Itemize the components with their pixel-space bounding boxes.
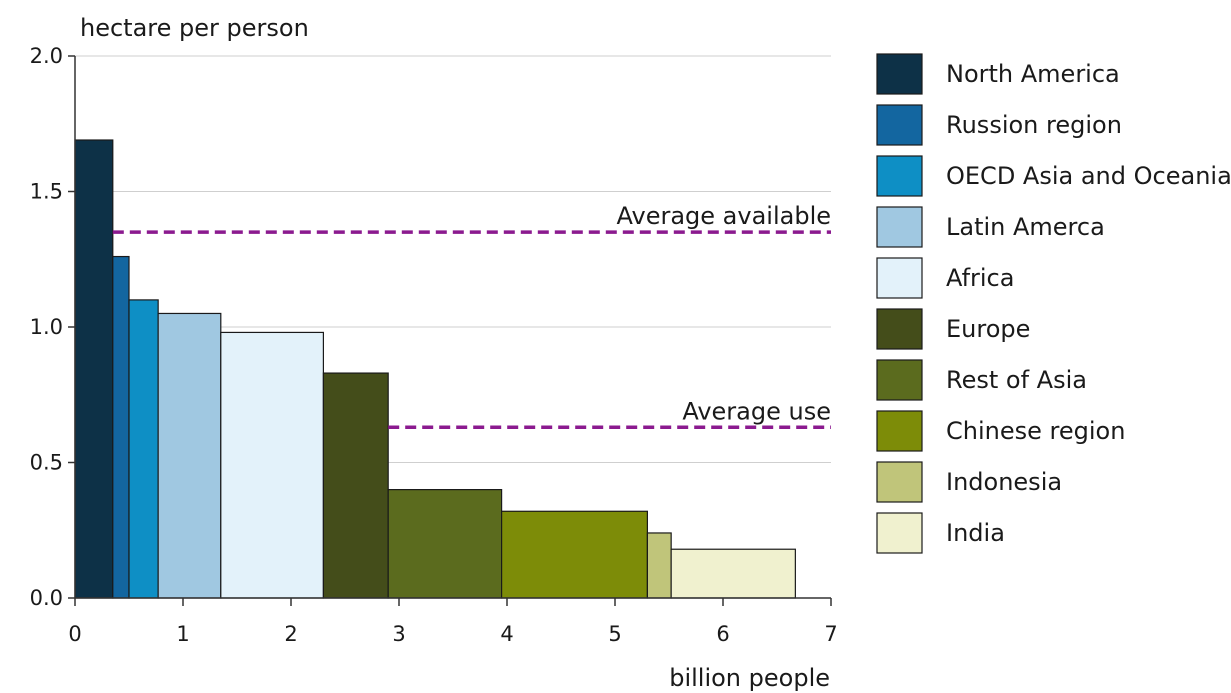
reference-line-label: Average use (682, 397, 831, 425)
legend-swatch (876, 461, 923, 503)
legend-label: Latin Amerca (946, 213, 1105, 241)
bar (501, 510, 649, 599)
legend-label: Europe (946, 315, 1030, 343)
bar (670, 548, 796, 599)
bar (157, 312, 222, 599)
legend-swatch (876, 104, 923, 146)
bar (322, 372, 389, 599)
x-tick-label: 4 (500, 622, 513, 646)
bar (128, 299, 159, 599)
legend-swatch (876, 257, 923, 299)
legend-swatch (876, 512, 923, 554)
legend-swatch (876, 410, 923, 452)
bar (387, 489, 503, 599)
legend-label: Chinese region (946, 417, 1125, 445)
legend-swatch (876, 206, 923, 248)
y-tick-label: 0.0 (30, 586, 63, 610)
x-tick-label: 6 (716, 622, 729, 646)
legend-swatch (876, 308, 923, 350)
legend-label: Russion region (946, 111, 1122, 139)
bar (646, 532, 672, 599)
legend-label: India (946, 519, 1005, 547)
x-tick-label: 2 (284, 622, 297, 646)
reference-lines: Average available Average use (112, 202, 831, 430)
x-tick-label: 1 (176, 622, 189, 646)
reference-line-label: Average available (616, 202, 831, 230)
y-tick-label: 1.5 (30, 180, 63, 204)
y-tick-label: 1.0 (30, 315, 63, 339)
bar (220, 331, 325, 599)
bar (112, 255, 130, 599)
x-tick-label: 5 (608, 622, 621, 646)
bar (74, 139, 114, 599)
legend-swatch (876, 359, 923, 401)
legend-swatch (876, 53, 923, 95)
legend-label: North America (946, 60, 1120, 88)
x-tick-label: 7 (824, 622, 837, 646)
y-tick-label: 2.0 (30, 44, 63, 68)
legend-label: OECD Asia and Oceania (946, 162, 1231, 190)
axes: 0.0 0.5 1.0 1.5 2.0 0 1 2 3 4 5 6 7 (30, 44, 838, 646)
x-tick-label: 3 (392, 622, 405, 646)
x-tick-label: 0 (68, 622, 81, 646)
legend-swatch (876, 155, 923, 197)
legend-label: Indonesia (946, 468, 1062, 496)
legend-label: Rest of Asia (946, 366, 1087, 394)
legend: North America Russion region OECD Asia and… (876, 53, 1231, 554)
x-axis-title: billion people (669, 664, 830, 692)
y-tick-label: 0.5 (30, 451, 63, 475)
bars (74, 139, 796, 599)
y-axis-title: hectare per person (80, 14, 309, 42)
legend-label: Africa (946, 264, 1014, 292)
